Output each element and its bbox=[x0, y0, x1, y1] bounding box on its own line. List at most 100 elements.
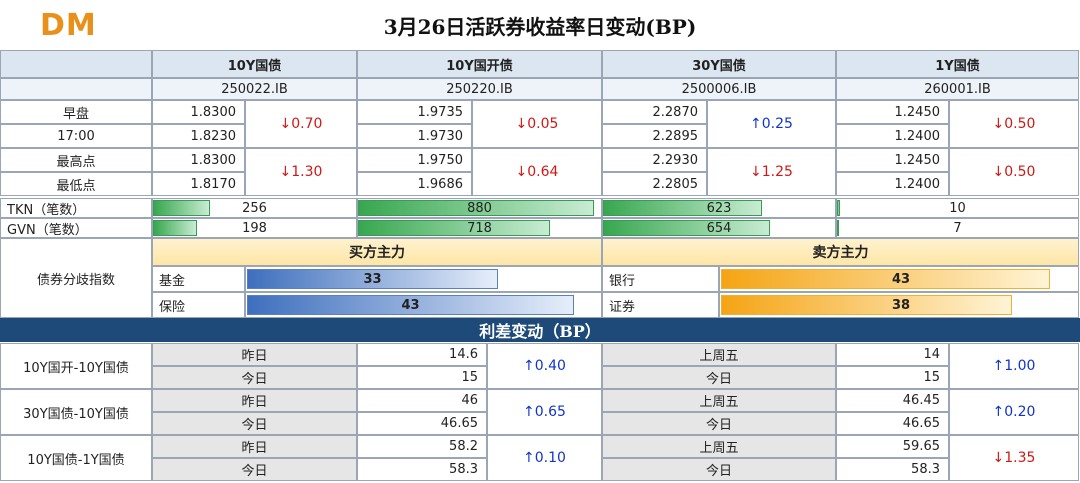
yield-high-3: 1.2450 bbox=[836, 148, 949, 172]
yield-1700-3: 1.2400 bbox=[836, 124, 949, 148]
header-blank-sub bbox=[0, 78, 152, 100]
row-label-high: 最高点 bbox=[0, 148, 152, 172]
tkn-bar-0 bbox=[153, 200, 210, 216]
gvn-bar-1 bbox=[358, 220, 550, 236]
tkn-cell-2: 623 bbox=[602, 198, 836, 218]
change-1-0: ↓0.70 bbox=[245, 100, 357, 148]
tkn-bar-1 bbox=[358, 200, 594, 216]
page-title: 3月26日活跃券收益率日变动(BP) bbox=[383, 14, 697, 39]
spread-value-yesterday-2: 58.2 bbox=[357, 435, 487, 458]
tkn-cell-1: 880 bbox=[357, 198, 602, 218]
column-header-3: 1Y国债 bbox=[836, 50, 1079, 78]
change-2-2: ↓1.25 bbox=[707, 148, 836, 196]
spread-value-lastfri-1: 46.45 bbox=[836, 389, 949, 412]
spread-value-today-1: 46.65 bbox=[357, 412, 487, 435]
change-2-3: ↓0.50 bbox=[949, 148, 1079, 196]
spread-weekly-change-1: ↑0.20 bbox=[949, 389, 1079, 435]
spread-value-lastfri-2: 59.65 bbox=[836, 435, 949, 458]
gvn-bar-2 bbox=[603, 220, 770, 236]
spread-label-today2-0: 今日 bbox=[602, 366, 836, 389]
spread-value-today2-1: 46.65 bbox=[836, 412, 949, 435]
change-1-1: ↓0.05 bbox=[472, 100, 602, 148]
spread-weekly-change-0: ↑1.00 bbox=[949, 343, 1079, 389]
sell-bar-1 bbox=[721, 295, 1012, 315]
gvn-cell-2: 654 bbox=[602, 218, 836, 238]
change-1-2: ↑0.25 bbox=[707, 100, 836, 148]
yield-open-1: 1.9735 bbox=[357, 100, 472, 124]
column-code-1: 250220.IB bbox=[357, 78, 602, 100]
buy-label-1: 保险 bbox=[152, 292, 245, 318]
column-code-3: 260001.IB bbox=[836, 78, 1079, 100]
spread-label-yesterday-1: 昨日 bbox=[152, 389, 357, 412]
spread-value-yesterday-1: 46 bbox=[357, 389, 487, 412]
column-code-0: 250022.IB bbox=[152, 78, 357, 100]
sell-side-header: 卖方主力 bbox=[602, 238, 1079, 266]
spread-change-0: ↑0.40 bbox=[487, 343, 602, 389]
column-header-0: 10Y国债 bbox=[152, 50, 357, 78]
row-label-tkn: TKN（笔数） bbox=[0, 198, 152, 218]
buy-bar-0 bbox=[247, 269, 498, 289]
spread-label-today-1: 今日 bbox=[152, 412, 357, 435]
spread-label-lastfri-2: 上周五 bbox=[602, 435, 836, 458]
yield-low-3: 1.2400 bbox=[836, 172, 949, 196]
yield-low-0: 1.8170 bbox=[152, 172, 245, 196]
header-blank bbox=[0, 50, 152, 78]
spread-value-today-0: 15 bbox=[357, 366, 487, 389]
spread-weekly-change-2: ↓1.35 bbox=[949, 435, 1079, 481]
yield-1700-1: 1.9730 bbox=[357, 124, 472, 148]
yield-open-2: 2.2870 bbox=[602, 100, 707, 124]
spread-label-yesterday-2: 昨日 bbox=[152, 435, 357, 458]
yield-1700-2: 2.2895 bbox=[602, 124, 707, 148]
yield-open-3: 1.2450 bbox=[836, 100, 949, 124]
spread-label-today-0: 今日 bbox=[152, 366, 357, 389]
spread-label-yesterday-0: 昨日 bbox=[152, 343, 357, 366]
spread-label-lastfri-1: 上周五 bbox=[602, 389, 836, 412]
spread-value-lastfri-0: 14 bbox=[836, 343, 949, 366]
gvn-cell-3: 7 bbox=[836, 218, 1079, 238]
yield-high-0: 1.8300 bbox=[152, 148, 245, 172]
sell-value-0: 43 bbox=[891, 271, 911, 287]
yield-high-1: 1.9750 bbox=[357, 148, 472, 172]
sell-label-1: 证券 bbox=[602, 292, 719, 318]
spread-section-header: 利差变动（BP） bbox=[0, 318, 1080, 342]
tkn-bar-3 bbox=[837, 200, 840, 216]
gvn-cell-1: 718 bbox=[357, 218, 602, 238]
buy-label-0: 基金 bbox=[152, 266, 245, 292]
spread-label-lastfri-0: 上周五 bbox=[602, 343, 836, 366]
column-header-2: 30Y国债 bbox=[602, 50, 836, 78]
buy-bar-1 bbox=[247, 295, 574, 315]
spread-label-today2-1: 今日 bbox=[602, 412, 836, 435]
yield-1700-0: 1.8230 bbox=[152, 124, 245, 148]
row-label-low: 最低点 bbox=[0, 172, 152, 196]
yield-low-1: 1.9686 bbox=[357, 172, 472, 196]
tkn-cell-3: 10 bbox=[836, 198, 1079, 218]
yield-low-2: 2.2805 bbox=[602, 172, 707, 196]
gvn-cell-0: 198 bbox=[152, 218, 357, 238]
spread-label-today-2: 今日 bbox=[152, 458, 357, 481]
row-label-open: 早盘 bbox=[0, 100, 152, 124]
row-label-t1700: 17:00 bbox=[0, 124, 152, 148]
spread-value-today2-2: 58.3 bbox=[836, 458, 949, 481]
change-2-1: ↓0.64 bbox=[472, 148, 602, 196]
column-code-2: 2500006.IB bbox=[602, 78, 836, 100]
buy-side-header: 买方主力 bbox=[152, 238, 602, 266]
buy-value-1: 43 bbox=[401, 297, 420, 313]
gvn-bar-0 bbox=[153, 220, 197, 236]
spread-change-1: ↑0.65 bbox=[487, 389, 602, 435]
dm-logo: DM bbox=[40, 8, 97, 43]
spread-name-0: 10Y国开-10Y国债 bbox=[0, 343, 152, 389]
buy-value-0: 33 bbox=[363, 271, 382, 287]
spread-change-2: ↑0.10 bbox=[487, 435, 602, 481]
sell-label-0: 银行 bbox=[602, 266, 719, 292]
spread-value-today-2: 58.3 bbox=[357, 458, 487, 481]
row-label-gvn: GVN（笔数） bbox=[0, 218, 152, 238]
spread-value-today2-0: 15 bbox=[836, 366, 949, 389]
tkn-bar-2 bbox=[603, 200, 762, 216]
yield-high-2: 2.2930 bbox=[602, 148, 707, 172]
tkn-cell-0: 256 bbox=[152, 198, 357, 218]
yield-open-0: 1.8300 bbox=[152, 100, 245, 124]
column-header-1: 10Y国开债 bbox=[357, 50, 602, 78]
change-2-0: ↓1.30 bbox=[245, 148, 357, 196]
change-1-3: ↓0.50 bbox=[949, 100, 1079, 148]
sell-value-1: 38 bbox=[891, 297, 911, 313]
